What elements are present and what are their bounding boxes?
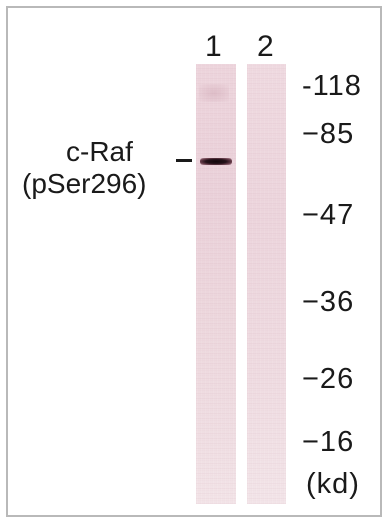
lane-2 xyxy=(247,64,286,504)
marker-26: −26 xyxy=(302,363,355,395)
lane-label-2: 2 xyxy=(257,30,274,63)
lane-label-1: 1 xyxy=(205,30,222,63)
marker-36: −36 xyxy=(302,286,355,318)
unit-label: (kd) xyxy=(306,468,360,500)
c-raf-band xyxy=(200,158,232,165)
marker-16: −16 xyxy=(302,426,355,458)
marker-118: -118 xyxy=(302,70,362,102)
lane-1-background-smudge xyxy=(199,84,229,102)
protein-label-name: c-Raf xyxy=(66,136,133,167)
blot-frame xyxy=(6,6,382,517)
marker-85: −85 xyxy=(302,118,355,150)
lane-1 xyxy=(196,64,236,504)
marker-47: −47 xyxy=(302,199,355,231)
band-pointer-dash xyxy=(176,159,192,162)
protein-label-site: (pSer296) xyxy=(22,168,147,199)
